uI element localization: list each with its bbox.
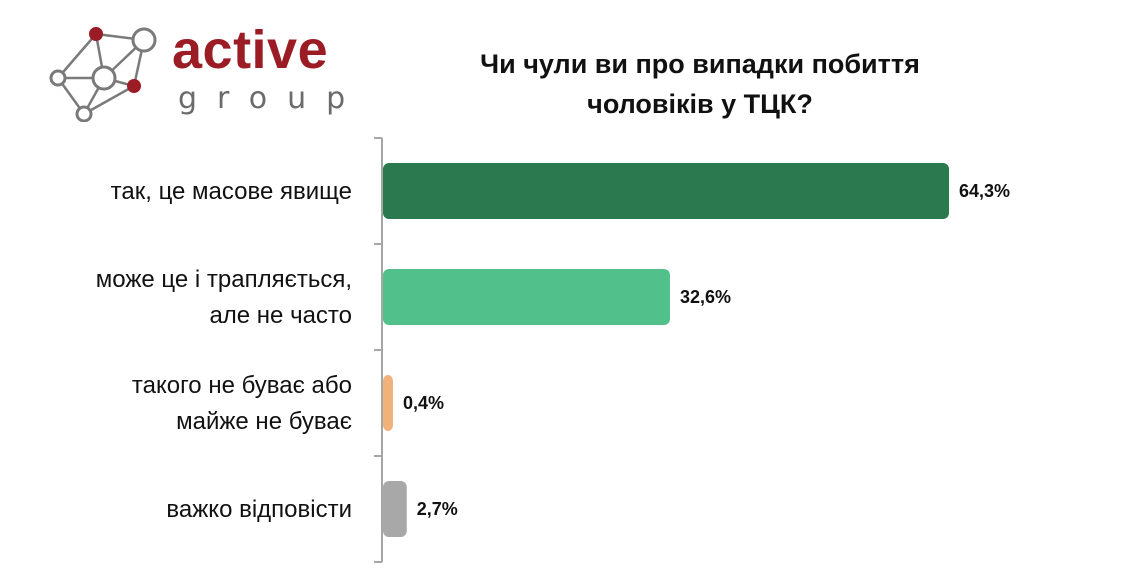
logo-subtitle: group xyxy=(178,81,366,116)
value-label: 0,4% xyxy=(403,393,444,413)
category-label: важко відповісти xyxy=(166,496,352,523)
category-label: так, це масове явище xyxy=(111,178,352,205)
logo-network-icon xyxy=(49,27,157,122)
chart-title: Чи чули ви про випадки побиття чоловіків… xyxy=(480,49,920,119)
category-label: може це і трапляється, але не часто xyxy=(96,266,352,329)
bar xyxy=(383,269,670,325)
value-label: 32,6% xyxy=(680,287,731,307)
value-label: 2,7% xyxy=(417,499,458,519)
bar xyxy=(383,375,393,431)
logo: active group xyxy=(46,20,356,130)
bar xyxy=(383,481,407,537)
value-label: 64,3% xyxy=(959,181,1010,201)
logo-wordmark: active xyxy=(172,20,329,80)
bar xyxy=(383,163,949,219)
category-label: такого не буває або майже не буває xyxy=(132,372,352,435)
